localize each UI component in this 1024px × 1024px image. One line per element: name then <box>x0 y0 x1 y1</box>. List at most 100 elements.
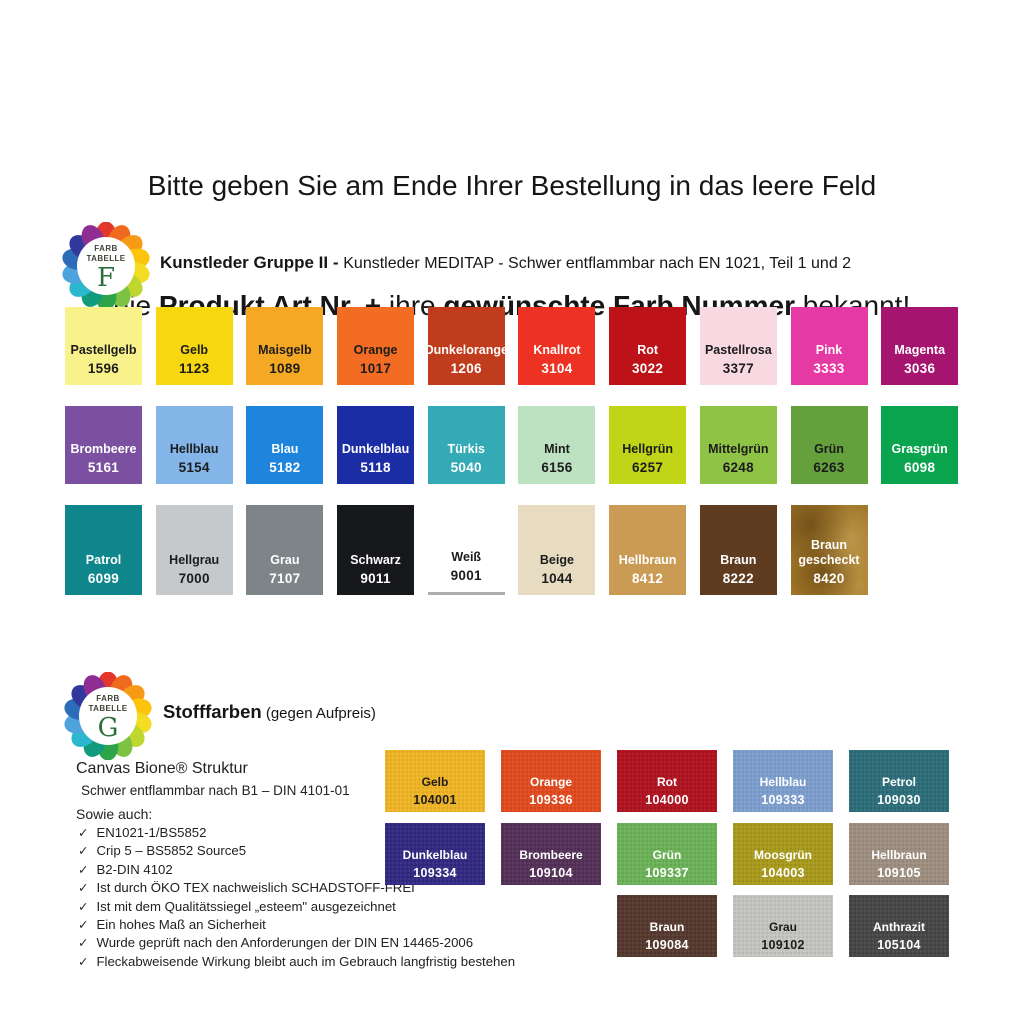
color-swatch: Dunkelblau 5118 <box>337 406 415 484</box>
section-f-title-regular: Kunstleder MEDITAP - Schwer entflammbar … <box>343 255 852 272</box>
swatch-name: Hellblau <box>169 441 219 456</box>
color-swatch: Petrol 109030 <box>849 750 949 812</box>
swatch-code: 104003 <box>761 865 805 880</box>
swatch-code: 109104 <box>529 865 573 880</box>
swatch-code: 109102 <box>761 938 805 952</box>
logo-text: FARB TABELLE G <box>64 672 152 760</box>
color-swatch: Weiß 9001 <box>427 505 505 595</box>
swatch-code: 6263 <box>813 460 845 475</box>
swatch-code: 6099 <box>87 571 120 586</box>
swatch-name: Blau <box>271 441 299 456</box>
checklist-item: ✓ Fleckabweisende Wirkung bleibt auch im… <box>78 953 515 971</box>
swatch-code: 1044 <box>541 571 573 586</box>
color-swatch: Magenta 3036 <box>881 307 959 385</box>
color-swatch: Rot 3022 <box>609 307 687 385</box>
logo-letter-f: F <box>96 262 116 293</box>
swatch-name: Grün <box>814 441 844 456</box>
checklist-item-text: Ist mit dem Qualitätssiegel „esteem" aus… <box>96 898 396 914</box>
color-swatch: Hellblau 109333 <box>733 750 833 812</box>
swatch-code: 104001 <box>413 793 457 807</box>
swatch-code: 104000 <box>645 793 689 807</box>
color-swatch: Blau 5182 <box>246 406 324 484</box>
color-swatch: Grau 7107 <box>246 505 324 595</box>
color-swatch: Braun 8222 <box>699 505 777 595</box>
swatch-name: Hellgrün <box>622 441 673 456</box>
checklist-item: ✓ B2-DIN 4102 <box>78 861 515 879</box>
checkmark-icon: ✓ <box>78 862 89 877</box>
swatch-code: 1206 <box>450 361 482 376</box>
color-swatch: Pastellgelb 1596 <box>65 307 142 385</box>
swatch-name: Brombeere <box>70 441 137 456</box>
swatch-code: 1089 <box>269 361 301 376</box>
color-swatch: Pastellrosa 3377 <box>699 307 777 385</box>
swatch-code: 3377 <box>722 361 754 376</box>
swatch-code: 109337 <box>645 865 689 880</box>
swatch-name: Hellbraun <box>618 552 677 567</box>
swatch-name: Schwarz <box>350 552 401 567</box>
swatch-code: 1596 <box>87 361 120 376</box>
swatch-code: 109334 <box>413 865 457 880</box>
swatch-code: 3104 <box>541 361 573 376</box>
swatch-name: Hellgrau <box>169 552 220 567</box>
swatch-code: 3036 <box>904 361 936 376</box>
color-swatch: Orange 1017 <box>337 307 415 385</box>
swatch-name: Maisgelb <box>258 342 312 357</box>
swatch-name: Braun <box>649 920 685 935</box>
swatch-name: Grasgrün <box>891 441 948 456</box>
color-swatch: Knallrot 3104 <box>518 307 596 385</box>
checklist-item-text: Wurde geprüft nach den Anforderungen der… <box>96 935 474 951</box>
swatch-name: Orange <box>353 342 398 357</box>
swatch-name: Knallrot <box>533 342 581 357</box>
product-name: Canvas Bione® Struktur <box>76 760 248 777</box>
farbtabelle-g-logo: FARB TABELLE G <box>64 672 152 760</box>
swatch-name: Braun <box>720 552 757 567</box>
certification-checklist: ✓ EN1021-1/BS5852 ✓ Crip 5 – BS5852 Sour… <box>78 824 515 971</box>
swatch-name: Braun gescheckt <box>798 538 860 567</box>
swatch-code: 8412 <box>632 571 664 586</box>
swatch-name: Pastellrosa <box>704 342 772 357</box>
swatch-code: 109333 <box>761 793 805 807</box>
swatch-name: Weiß <box>451 549 482 564</box>
checkmark-icon: ✓ <box>78 954 89 969</box>
color-swatch: Orange 109336 <box>501 750 601 812</box>
swatch-name: Mittelgrün <box>708 441 769 456</box>
checkmark-icon: ✓ <box>78 936 89 951</box>
product-subtitle: Schwer entflammbar nach B1 – DIN 4101-01 <box>81 783 350 798</box>
checklist-item: ✓ Ist durch ÖKO TEX nachweislich SCHADST… <box>78 879 515 897</box>
checklist-item-text: Fleckabweisende Wirkung bleibt auch im G… <box>96 953 516 969</box>
header-line-1: Bitte geben Sie am Ende Ihrer Bestellung… <box>147 170 877 201</box>
swatch-name: Moosgrün <box>754 847 812 862</box>
swatch-code: 105104 <box>877 938 921 952</box>
checklist-item: ✓ Crip 5 – BS5852 Source5 <box>78 842 515 860</box>
checklist-item: ✓ Wurde geprüft nach den Anforderungen d… <box>78 934 515 952</box>
color-swatch: Mint 6156 <box>518 406 596 484</box>
checkmark-icon: ✓ <box>78 899 89 914</box>
swatch-code: 6156 <box>541 460 573 475</box>
swatch-name: Dunkelorange <box>424 342 508 357</box>
color-swatch: Braun 109084 <box>617 895 717 957</box>
checkmark-icon: ✓ <box>78 881 89 896</box>
section-f-title-bold: Kunstleder Gruppe II - <box>160 253 344 272</box>
swatch-name: Dunkelblau <box>341 441 410 456</box>
color-swatch: Hellbraun 8412 <box>609 505 687 595</box>
swatch-name: Grau <box>768 920 797 935</box>
swatch-name: Petrol <box>881 775 916 790</box>
swatch-name: Orange <box>529 775 572 790</box>
color-swatch: Mittelgrün 6248 <box>699 406 777 484</box>
color-swatch: Grasgrün 6098 <box>881 406 959 484</box>
swatch-code: 7107 <box>269 571 301 586</box>
swatch-name: Brombeere <box>519 847 583 862</box>
swatch-code: 6257 <box>632 460 664 475</box>
color-swatch: Brombeere 5161 <box>65 406 142 484</box>
swatch-code: 9001 <box>450 568 482 583</box>
swatch-name: Grün <box>652 847 682 862</box>
swatch-code: 1017 <box>359 361 392 376</box>
swatch-name: Rot <box>657 775 677 790</box>
color-swatch: Hellbraun 109105 <box>849 822 949 885</box>
swatch-name: Türkis <box>447 441 485 456</box>
swatch-name: Mint <box>544 441 570 456</box>
checkmark-icon: ✓ <box>78 844 89 859</box>
swatch-code: 9011 <box>360 571 391 586</box>
logo-text: FARB TABELLE F <box>62 222 150 310</box>
